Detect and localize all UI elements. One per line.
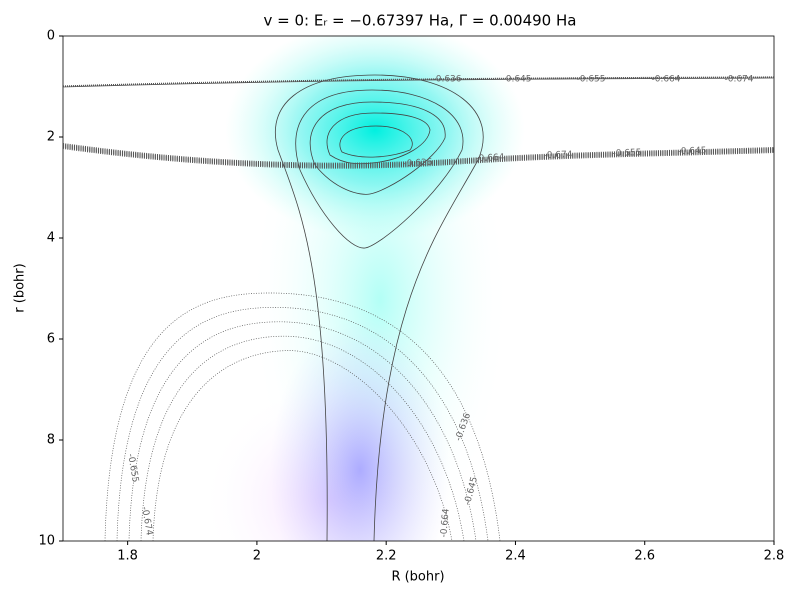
contour-label: -0.636	[403, 158, 433, 170]
contour-line	[128, 321, 477, 541]
contour-line	[152, 350, 453, 541]
x-tick-label: 2.6	[634, 549, 655, 564]
chart-title: v = 0: Eᵣ = −0.67397 Ha, Γ = 0.00490 Ha	[264, 12, 577, 30]
density	[200, 36, 525, 541]
contour-label: -0.664	[651, 75, 680, 85]
y-tick-label: 6	[47, 332, 55, 347]
x-tick-label: 1.8	[117, 549, 138, 564]
x-tick-label: 2.4	[505, 549, 526, 564]
contour-label: -0.655	[125, 453, 140, 483]
contour-label: -0.664	[475, 153, 505, 165]
contour-label: -0.664	[439, 508, 452, 538]
contour-line	[63, 76, 774, 87]
contour-line	[104, 292, 501, 541]
contour-label: -0.636	[432, 75, 461, 85]
y-tick-label: 4	[47, 231, 55, 246]
x-tick-label: 2.8	[764, 549, 785, 564]
y-axis-label: r (bohr)	[13, 263, 28, 312]
y-tick-label: 8	[47, 433, 55, 448]
y-tick-label: 0	[47, 29, 55, 44]
contour-label: -0.674	[139, 506, 154, 537]
contour-label: -0.674	[724, 75, 753, 85]
contour-label: -0.645	[677, 146, 706, 157]
contour-label: -0.655	[576, 75, 605, 85]
x-tick-label: 2	[253, 549, 261, 564]
contour-line	[116, 307, 489, 541]
contour-label: -0.674	[543, 150, 573, 161]
plot-frame	[62, 35, 775, 542]
contour-label: -0.645	[502, 75, 531, 85]
x-axis-label: R (bohr)	[391, 570, 444, 585]
contour-label: -0.655	[612, 148, 641, 159]
x-tick-label: 2.2	[376, 549, 397, 564]
level-band-mid	[63, 143, 774, 169]
contour-line	[63, 147, 774, 169]
contour-line	[140, 335, 465, 541]
contours	[63, 76, 774, 541]
level-band-top	[63, 76, 774, 88]
y-tick-label: 10	[38, 534, 55, 549]
y-tick-label: 2	[47, 130, 55, 145]
